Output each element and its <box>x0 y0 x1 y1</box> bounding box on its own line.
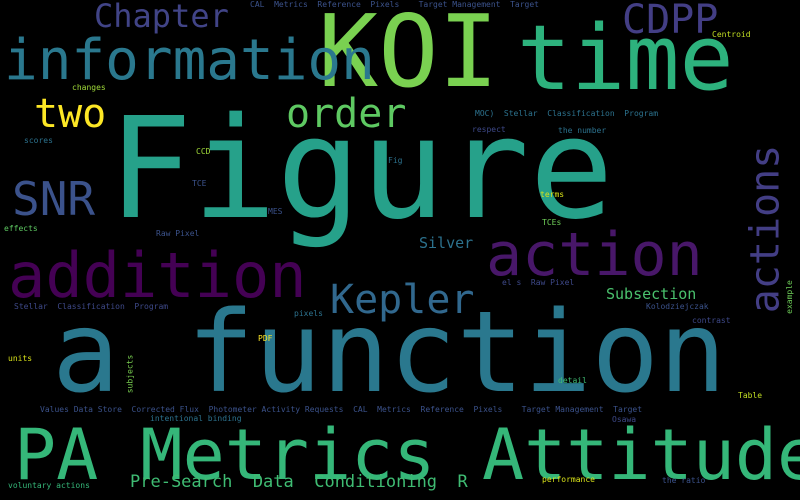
word-30: MES <box>268 207 283 216</box>
word-0: Figure <box>108 88 614 251</box>
word-31: effects <box>4 224 38 233</box>
word-10: Kepler <box>330 277 475 323</box>
word-13: SNR <box>12 172 96 226</box>
word-1: a function <box>52 288 727 418</box>
word-42: subjects <box>124 354 134 394</box>
word-24: the number <box>558 126 607 135</box>
word-40: PDF <box>258 334 273 343</box>
word-25: scores <box>24 136 53 145</box>
word-5: PA Metrics <box>14 414 436 496</box>
word-15: Chapter <box>94 0 229 35</box>
word-22: MOC) Stellar Classification Program <box>475 109 659 118</box>
word-34: el s Raw Pixel <box>502 278 575 287</box>
word-35: Stellar Classification Program <box>14 302 169 311</box>
word-39: contrast <box>692 316 731 325</box>
word-19: CAL Metrics Reference Pixels Target Mana… <box>250 0 539 9</box>
word-33: TCEs <box>542 218 562 227</box>
word-29: terms <box>540 190 565 199</box>
word-4: information <box>4 28 375 93</box>
word-3: time <box>517 6 734 111</box>
word-38: example <box>784 280 794 314</box>
word-7: addition <box>8 239 307 312</box>
word-26: CCD <box>196 147 211 156</box>
word-48: voluntary actions <box>8 481 90 490</box>
word-20: Centroid <box>712 30 751 39</box>
word-49: performance <box>542 475 595 484</box>
word-6: Attitude <box>482 414 800 496</box>
word-11: order <box>286 91 407 137</box>
word-14: CDPP <box>622 0 719 43</box>
word-46: intentional binding <box>150 414 242 423</box>
word-45: Table <box>738 391 763 400</box>
word-50: the ratio <box>662 476 706 485</box>
word-43: detail <box>558 376 587 385</box>
word-27: Fig <box>388 156 403 165</box>
word-32: Raw Pixel <box>156 229 200 238</box>
word-47: Osawa <box>612 415 637 424</box>
word-8: action <box>486 220 703 290</box>
word-18: Silver <box>419 234 474 252</box>
word-12: two <box>34 91 107 137</box>
word-16: Pre-Search Data Conditioning R <box>130 472 468 492</box>
word-2: KOI <box>318 0 499 110</box>
word-9: actions <box>741 144 788 314</box>
word-23: respect <box>472 125 506 134</box>
word-21: changes <box>72 83 106 92</box>
word-37: Kolodziejczak <box>646 302 709 311</box>
word-28: TCE <box>192 179 207 188</box>
word-41: units <box>8 354 33 363</box>
word-36: pixels <box>294 309 323 318</box>
word-17: Subsection <box>606 285 697 303</box>
word-44: Values Data Store Corrected Flux Photome… <box>40 405 643 414</box>
